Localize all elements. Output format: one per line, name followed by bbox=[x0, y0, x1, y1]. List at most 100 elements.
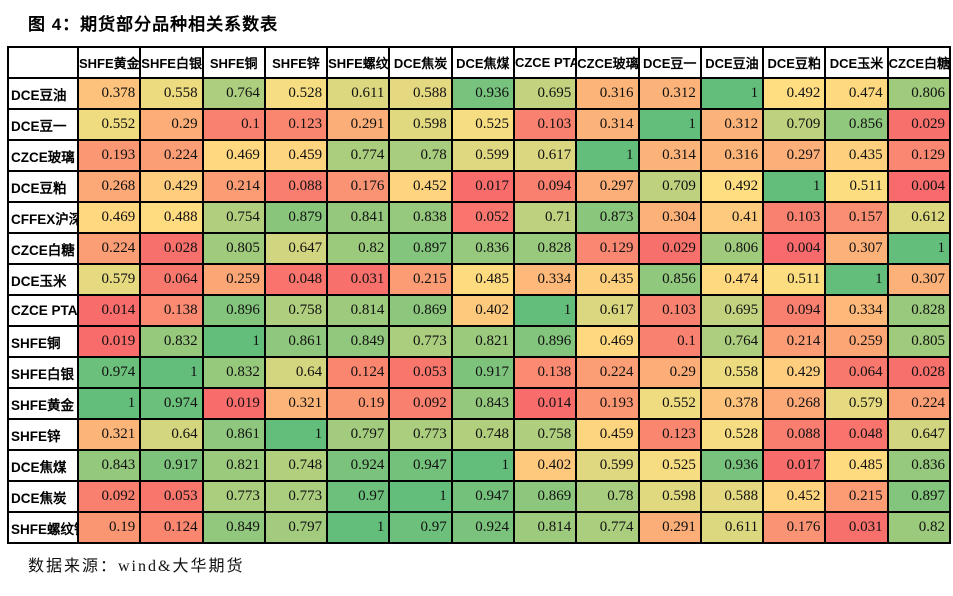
heatmap-cell: 0.528 bbox=[699, 418, 765, 451]
table-row: DCE玉米 0.579 0.064 0.259 0.048 0.031 0.215 0.485… bbox=[7, 263, 952, 296]
heatmap-cell: 0.307 bbox=[824, 232, 889, 265]
heatmap-cell: 0.103 bbox=[762, 201, 827, 234]
column-header: SHFE白银 bbox=[139, 46, 204, 79]
row-header: SHFE铜 bbox=[7, 325, 79, 358]
heatmap-cell: 0.402 bbox=[512, 449, 578, 482]
heatmap-cell: 0.774 bbox=[326, 139, 391, 172]
heatmap-cell: 0.97 bbox=[326, 480, 391, 513]
heatmap-cell: 0.031 bbox=[824, 511, 889, 544]
heatmap-cell: 0.828 bbox=[512, 232, 578, 265]
heatmap-cell: 0.71 bbox=[512, 201, 578, 234]
heatmap-cell: 0.435 bbox=[824, 139, 889, 172]
heatmap-cell: 0.873 bbox=[575, 201, 640, 234]
row-header: SHFE锌 bbox=[7, 418, 79, 451]
heatmap-cell: 0.588 bbox=[388, 77, 453, 110]
heatmap-cell: 0.29 bbox=[637, 356, 702, 389]
heatmap-cell: 0.064 bbox=[139, 263, 204, 296]
heatmap-cell: 0.897 bbox=[886, 480, 952, 513]
heatmap-cell: 0.474 bbox=[699, 263, 765, 296]
heatmap-cell: 0.599 bbox=[575, 449, 640, 482]
heatmap-cell: 0.259 bbox=[201, 263, 266, 296]
heatmap-cell: 0.924 bbox=[326, 449, 391, 482]
heatmap-cell: 0.314 bbox=[637, 139, 702, 172]
heatmap-cell: 0.321 bbox=[76, 418, 142, 451]
heatmap-cell: 0.017 bbox=[450, 170, 515, 203]
table-row: CFFEX沪深3000.4690.4880.7540.8790.8410.838… bbox=[7, 201, 952, 234]
table-row: DCE豆粕 0.268 0.429 0.214 0.088 0.176 0.452 0.017… bbox=[7, 170, 952, 203]
heatmap-cell: 0.647 bbox=[263, 232, 329, 265]
heatmap-cell: 0.917 bbox=[139, 449, 204, 482]
heatmap-cell: 0.124 bbox=[326, 356, 391, 389]
heatmap-cell: 0.334 bbox=[512, 263, 578, 296]
row-header: DCE焦炭 bbox=[7, 480, 79, 513]
column-header: SHFE铜 bbox=[201, 46, 266, 79]
heatmap-cell: 0.064 bbox=[824, 356, 889, 389]
heatmap-cell: 0.138 bbox=[512, 356, 578, 389]
heatmap-cell: 0.558 bbox=[139, 77, 204, 110]
heatmap-cell: 0.843 bbox=[450, 387, 515, 420]
heatmap-cell: 0.647 bbox=[886, 418, 952, 451]
heatmap-cell: 0.861 bbox=[201, 418, 266, 451]
row-header: DCE豆粕 bbox=[7, 170, 79, 203]
heatmap-cell: 0.1 bbox=[637, 325, 702, 358]
row-header: DCE豆油 bbox=[7, 77, 79, 110]
heatmap-cell: 0.598 bbox=[388, 108, 453, 141]
heatmap-cell: 0.469 bbox=[201, 139, 266, 172]
heatmap-cell: 0.773 bbox=[388, 418, 453, 451]
heatmap-cell: 0.896 bbox=[512, 325, 578, 358]
heatmap-cell: 0.297 bbox=[575, 170, 640, 203]
heatmap-cell: 0.316 bbox=[575, 77, 640, 110]
heatmap-cell: 0.695 bbox=[699, 294, 765, 327]
heatmap-cell: 0.129 bbox=[575, 232, 640, 265]
heatmap-cell: 0.773 bbox=[201, 480, 266, 513]
table-header: SHFE黄金SHFE白银SHFE铜SHFE锌SHFE螺纹钢DCE焦炭DCE焦煤C… bbox=[7, 46, 952, 79]
heatmap-cell: 0.193 bbox=[76, 139, 142, 172]
table-row: DCE豆油 0.378 0.558 0.764 0.528 0.611 0.588 0.936… bbox=[7, 77, 952, 110]
heatmap-cell: 0.832 bbox=[201, 356, 266, 389]
correlation-heatmap-table: SHFE黄金SHFE白银SHFE铜SHFE锌SHFE螺纹钢DCE焦炭DCE焦煤C… bbox=[7, 46, 952, 544]
heatmap-cell: 0.612 bbox=[886, 201, 952, 234]
table-row: SHFE白银 0.974 1 0.832 0.64 0.124 0.053 0.917 0.13… bbox=[7, 356, 952, 389]
heatmap-cell: 0.947 bbox=[450, 480, 515, 513]
heatmap-cell: 0.832 bbox=[139, 325, 204, 358]
heatmap-cell: 1 bbox=[824, 263, 889, 296]
table-row: DCE焦炭 0.092 0.053 0.773 0.773 0.97 1 0.947 0.869… bbox=[7, 480, 952, 513]
column-header: SHFE黄金 bbox=[76, 46, 142, 79]
heatmap-cell: 1 bbox=[575, 139, 640, 172]
column-header: DCE豆油 bbox=[699, 46, 765, 79]
heatmap-cell: 0.856 bbox=[637, 263, 702, 296]
heatmap-cell: 0.82 bbox=[886, 511, 952, 544]
heatmap-cell: 0.088 bbox=[263, 170, 329, 203]
heatmap-cell: 0.599 bbox=[450, 139, 515, 172]
heatmap-cell: 0.869 bbox=[512, 480, 578, 513]
row-header: CZCE PTA bbox=[7, 294, 79, 327]
heatmap-cell: 0.224 bbox=[139, 139, 204, 172]
heatmap-cell: 0.334 bbox=[824, 294, 889, 327]
heatmap-cell: 0.129 bbox=[886, 139, 952, 172]
heatmap-cell: 0.774 bbox=[575, 511, 640, 544]
heatmap-cell: 0.709 bbox=[762, 108, 827, 141]
heatmap-cell: 1 bbox=[512, 294, 578, 327]
heatmap-cell: 0.224 bbox=[76, 232, 142, 265]
heatmap-cell: 0.103 bbox=[512, 108, 578, 141]
heatmap-cell: 0.611 bbox=[326, 77, 391, 110]
heatmap-cell: 0.157 bbox=[824, 201, 889, 234]
heatmap-cell: 0.821 bbox=[450, 325, 515, 358]
column-header: DCE焦炭 bbox=[388, 46, 453, 79]
heatmap-cell: 0.41 bbox=[699, 201, 765, 234]
heatmap-cell: 0.579 bbox=[76, 263, 142, 296]
heatmap-cell: 0.936 bbox=[450, 77, 515, 110]
heatmap-cell: 0.511 bbox=[762, 263, 827, 296]
heatmap-cell: 0.511 bbox=[824, 170, 889, 203]
heatmap-cell: 0.525 bbox=[637, 449, 702, 482]
heatmap-cell: 0.525 bbox=[450, 108, 515, 141]
heatmap-cell: 0.797 bbox=[326, 418, 391, 451]
heatmap-cell: 0.314 bbox=[575, 108, 640, 141]
heatmap-cell: 0.856 bbox=[824, 108, 889, 141]
heatmap-cell: 0.316 bbox=[699, 139, 765, 172]
figure-title: 图 4：期货部分品种相关系数表 bbox=[28, 15, 279, 34]
heatmap-cell: 0.123 bbox=[263, 108, 329, 141]
heatmap-cell: 0.19 bbox=[326, 387, 391, 420]
heatmap-cell: 1 bbox=[201, 325, 266, 358]
